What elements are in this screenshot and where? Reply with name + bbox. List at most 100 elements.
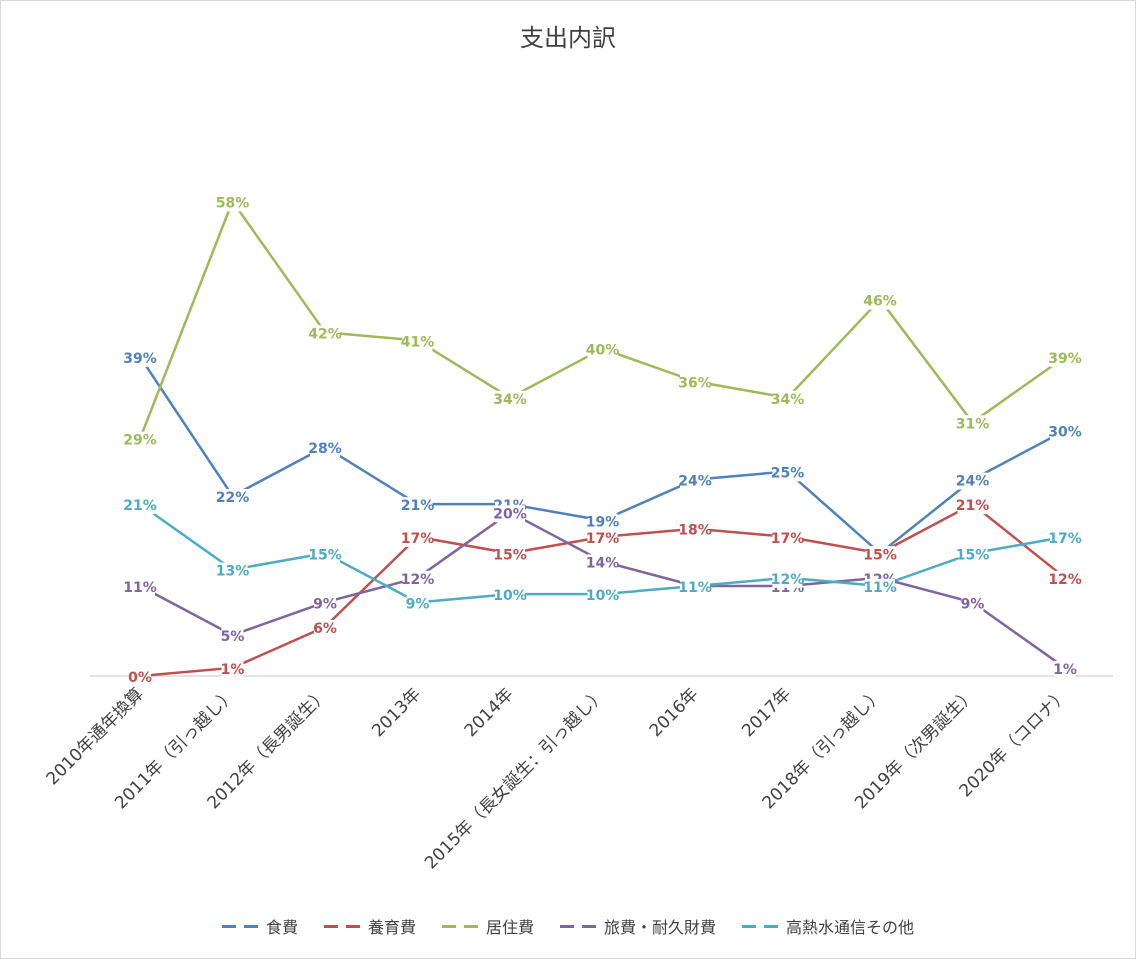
data-label-bg <box>772 570 803 588</box>
data-label-bg <box>772 390 803 408</box>
data-label: 25% <box>771 465 805 481</box>
data-label: 5% <box>221 629 245 645</box>
data-label: 21% <box>956 498 990 514</box>
data-label-bg <box>310 325 340 343</box>
legend-swatch <box>221 924 260 928</box>
data-label-bg <box>314 619 336 637</box>
legend-label: 食費 <box>265 918 298 937</box>
data-label-bg <box>495 390 525 408</box>
data-label: 39% <box>1048 351 1082 367</box>
data-label-bg <box>310 439 340 457</box>
data-label: 41% <box>401 334 435 350</box>
data-label-bg <box>680 521 710 539</box>
data-label-bg <box>680 472 710 490</box>
data-label: 9% <box>406 596 430 612</box>
legend-label: 高熱水通信その他 <box>786 918 915 937</box>
data-label: 12% <box>401 572 435 588</box>
data-label: 24% <box>678 474 712 490</box>
data-label: 18% <box>678 523 712 539</box>
data-label: 31% <box>956 416 990 432</box>
data-label-bg <box>587 554 618 572</box>
data-label-bg <box>125 349 155 367</box>
data-label-bg <box>310 546 340 564</box>
legend-item: 高熱水通信その他 <box>742 914 914 938</box>
legend-label: 旅費・耐久財費 <box>604 918 717 937</box>
data-label-bg <box>129 669 151 686</box>
legend-swatch <box>441 924 480 928</box>
data-label: 11% <box>863 580 897 596</box>
data-label: 22% <box>216 490 250 506</box>
data-label: 39% <box>123 351 157 367</box>
data-label: 40% <box>586 343 620 359</box>
data-label-bg <box>217 194 248 212</box>
data-label-bg <box>217 562 248 580</box>
data-label-bg <box>314 595 336 613</box>
data-label-bg <box>495 546 525 564</box>
data-label-bg <box>402 570 433 588</box>
data-label: 6% <box>313 621 337 637</box>
data-label-bg <box>957 546 988 564</box>
chart-title: 支出内訳 <box>520 24 616 52</box>
data-label: 1% <box>1053 662 1077 678</box>
data-label-bg <box>1050 349 1080 367</box>
data-label-bg <box>587 529 618 547</box>
data-label: 10% <box>586 588 620 604</box>
data-label: 15% <box>956 547 990 563</box>
data-label: 20% <box>493 506 527 522</box>
data-label: 30% <box>1048 425 1082 441</box>
x-tick-label: 2015年（長女誕生：引っ越し） <box>421 684 610 873</box>
data-label: 17% <box>771 531 805 547</box>
legend-item: 旅費・耐久財費 <box>560 914 716 938</box>
chart-legend: 食費 養育費 居住費 旅費・耐久財費 高熱水通信その他 <box>0 914 1136 938</box>
data-label: 0% <box>128 670 152 686</box>
data-label-bg <box>957 497 988 515</box>
legend-item: 居住費 <box>441 914 534 938</box>
data-label-bg <box>865 546 895 564</box>
data-label: 24% <box>956 474 990 490</box>
data-label: 46% <box>863 294 897 310</box>
data-label: 13% <box>216 564 250 580</box>
data-label-bg <box>587 587 618 605</box>
data-label: 36% <box>678 375 712 391</box>
data-label-bg <box>402 497 433 515</box>
data-label-bg <box>495 505 525 523</box>
data-label-bg <box>125 497 155 515</box>
data-label: 15% <box>863 547 897 563</box>
x-tick-label: 2017年 <box>738 684 795 741</box>
data-label: 17% <box>401 531 435 547</box>
data-label: 19% <box>586 515 620 531</box>
data-label-bg <box>402 333 433 351</box>
legend-label: 養育費 <box>367 918 416 937</box>
data-label-bg <box>221 660 244 678</box>
data-label: 12% <box>1048 572 1082 588</box>
data-label-bg <box>957 472 988 490</box>
data-label: 21% <box>401 498 435 514</box>
data-label-bg <box>125 578 155 596</box>
data-label-bg <box>402 529 433 547</box>
data-label-bg <box>865 578 895 596</box>
data-label: 21% <box>123 498 157 514</box>
legend-swatch <box>323 924 362 928</box>
data-label: 42% <box>308 326 342 342</box>
data-label-bg <box>680 578 710 596</box>
legend-item: 養育費 <box>323 914 416 938</box>
data-label: 9% <box>313 596 337 612</box>
x-tick-label: 2016年 <box>646 684 703 741</box>
data-label: 9% <box>961 596 985 612</box>
data-label: 1% <box>221 662 245 678</box>
data-label-bg <box>957 415 988 433</box>
data-label-bg <box>1054 660 1076 678</box>
data-label: 34% <box>493 392 527 408</box>
data-label: 15% <box>493 547 527 563</box>
data-label-bg <box>865 292 895 310</box>
data-label: 29% <box>123 433 157 449</box>
data-label-bg <box>961 595 984 613</box>
data-label: 10% <box>493 588 527 604</box>
data-label-bg <box>125 431 155 449</box>
data-label-bg <box>1050 570 1080 588</box>
data-label-bg <box>495 587 525 605</box>
data-label: 12% <box>771 572 805 588</box>
x-tick-label: 2010年通年換算 <box>43 684 148 789</box>
